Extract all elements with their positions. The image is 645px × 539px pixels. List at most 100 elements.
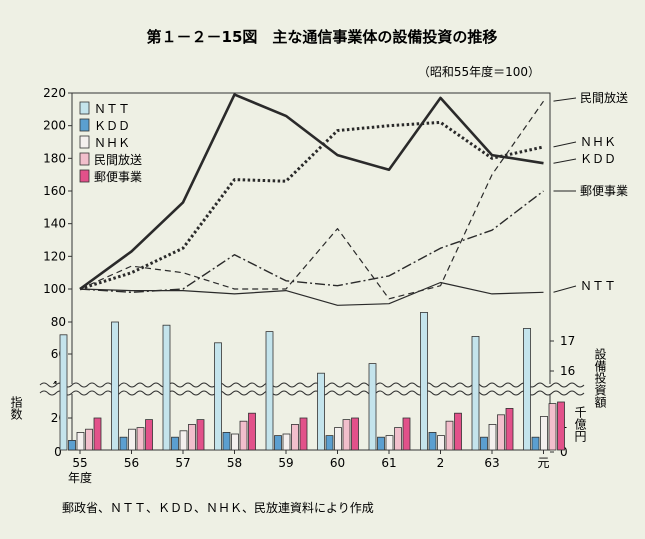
bar [145, 419, 153, 451]
axis-break-band [40, 384, 580, 394]
bar [497, 414, 505, 451]
bar [282, 433, 291, 451]
bar [480, 436, 488, 451]
bar [188, 423, 196, 451]
line-series [79, 93, 544, 291]
bar [325, 435, 334, 451]
series-end-label: 郵便事業 [580, 184, 628, 198]
legend-label: 郵便事業 [94, 170, 142, 184]
series-end-label: ＮＨＫ [580, 135, 616, 149]
y-tick-label: 200 [43, 119, 66, 133]
legend-swatch [79, 169, 90, 183]
bar [274, 435, 282, 451]
right-tick-label: 0 [560, 445, 568, 459]
x-tick-label: 63 [484, 456, 499, 470]
series-pointer [553, 141, 577, 148]
plot-frame [71, 92, 551, 451]
y-tick-label: 220 [43, 86, 66, 100]
x-tick-label: 56 [124, 456, 139, 470]
bar [334, 427, 342, 451]
chart-title: 第１－２－15図 主な通信事業体の設備投資の推移 [147, 28, 498, 46]
series-pointer [553, 285, 577, 293]
legend-swatch [79, 135, 90, 149]
x-tick-label: 60 [330, 456, 345, 470]
axis-break-line [39, 382, 585, 388]
bar [437, 435, 445, 451]
bar [540, 415, 548, 451]
source-note: 郵政省、ＮＴＴ、ＫＤＤ、ＮＨＫ、民放連資料により作成 [62, 500, 374, 515]
bar [523, 327, 531, 451]
bar [299, 417, 308, 451]
bar [111, 321, 119, 451]
bar [248, 412, 256, 451]
bar [531, 436, 540, 451]
series-end-label: ＫＤＤ [580, 152, 616, 166]
bar [59, 334, 68, 451]
x-tick-label: 57 [175, 456, 190, 470]
line-series [79, 100, 544, 300]
bar [505, 407, 514, 451]
y-tick-label: 120 [43, 249, 66, 263]
right-tick-label: 17 [560, 334, 575, 348]
x-tick-label: 2 [437, 456, 445, 470]
chart-subtitle: （昭和55年度＝100） [418, 64, 540, 79]
bar [548, 403, 557, 451]
bar [377, 436, 385, 451]
right-axis-label: 設備投資額 [593, 347, 607, 409]
bar [428, 431, 437, 451]
legend-label: ＫＤＤ [94, 119, 130, 133]
series-pointer [553, 97, 577, 102]
line-series [79, 190, 544, 293]
bar [385, 435, 394, 451]
series-pointer [553, 158, 577, 164]
bar [196, 419, 205, 451]
y-tick-label: 100 [43, 282, 66, 296]
right-axis-unit: 千億円 [573, 406, 587, 442]
bar [231, 433, 239, 451]
bar [136, 427, 145, 451]
bar [445, 420, 454, 451]
bar [179, 430, 188, 451]
bar [239, 420, 248, 451]
bar [488, 423, 497, 451]
legend-label: 民間放送 [94, 152, 142, 167]
bar [265, 331, 274, 451]
y-tick-label: 80 [51, 315, 66, 329]
x-tick-label: 59 [278, 456, 293, 470]
legend-swatch [79, 152, 90, 166]
y-tick-label-zero: 0 [54, 445, 62, 459]
x-tick-label: 61 [381, 456, 396, 470]
legend-label: ＮＴＴ [94, 102, 130, 116]
bar [128, 428, 136, 451]
x-tick-label: 元 [537, 456, 549, 470]
bar [68, 439, 76, 451]
bar [317, 372, 325, 451]
right-tick-label: 16 [560, 364, 575, 378]
bar [394, 427, 402, 451]
bar [402, 417, 411, 451]
bar [342, 419, 351, 451]
bar [351, 417, 359, 451]
axis-break-line [39, 390, 585, 396]
line-series [79, 281, 544, 306]
bar [85, 428, 93, 451]
legend-label: ＮＨＫ [94, 136, 130, 150]
x-tick-label: 58 [227, 456, 242, 470]
bar [76, 431, 85, 451]
bar [368, 363, 377, 451]
bar [119, 436, 128, 451]
y-tick-label: 140 [43, 217, 66, 231]
bar [471, 335, 480, 451]
bar [420, 311, 428, 451]
y-tick-label: 160 [43, 184, 66, 198]
bar [222, 431, 231, 451]
bar [171, 436, 179, 451]
legend-swatch [79, 101, 90, 115]
bar [214, 342, 222, 451]
y-tick-label: 180 [43, 151, 66, 165]
bar [93, 417, 102, 451]
y-axis-label: 指数 [9, 395, 23, 421]
line-series [79, 120, 544, 291]
